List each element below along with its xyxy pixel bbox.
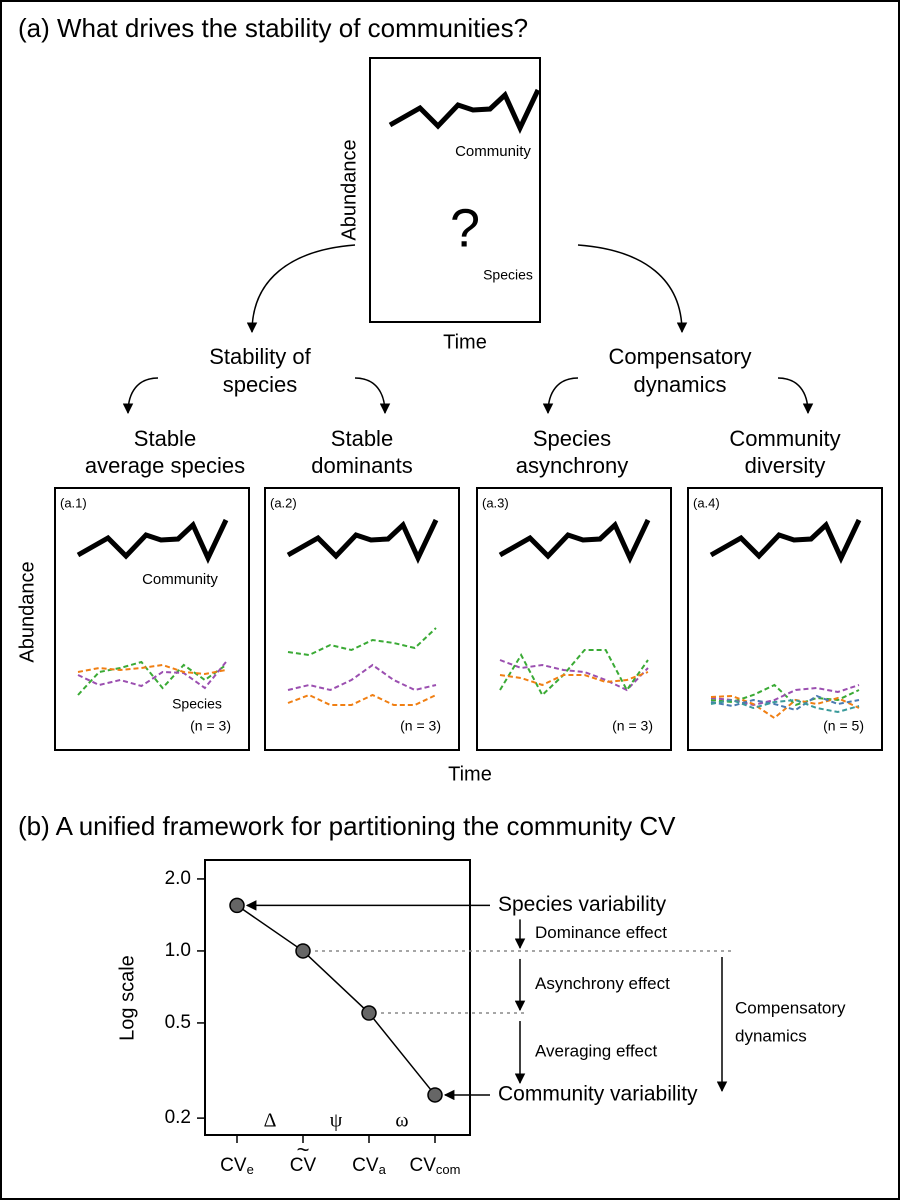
community-line xyxy=(388,88,541,134)
branch-label: dynamics xyxy=(634,372,727,397)
species-line xyxy=(710,694,860,720)
sub-branch-label: average species xyxy=(85,453,245,478)
y-label: Abundance xyxy=(338,139,360,240)
data-point xyxy=(229,897,245,914)
sub-branch-label: dominants xyxy=(311,453,413,478)
overview-box xyxy=(369,57,541,323)
x-label: Time xyxy=(448,763,492,785)
species-line xyxy=(77,663,227,676)
title-a: (a) What drives the stability of communi… xyxy=(18,13,528,43)
category-base: CV xyxy=(220,1155,247,1176)
species-count: (n = 3) xyxy=(612,718,653,734)
index-symbol: ω xyxy=(395,1110,408,1132)
panel-box xyxy=(264,487,460,751)
panel-tag: (a.3) xyxy=(482,495,509,510)
species-line xyxy=(499,649,649,697)
community-label: Community xyxy=(142,571,218,588)
species-count: (n = 3) xyxy=(400,718,441,734)
category-base: CV xyxy=(290,1155,317,1176)
category-base: CV xyxy=(352,1155,379,1176)
data-point xyxy=(295,943,311,959)
compensatory-label: dynamics xyxy=(735,1026,807,1045)
species-line xyxy=(499,671,649,687)
y-tick-label: 0.2 xyxy=(165,1107,191,1128)
index-symbol: Δ xyxy=(264,1110,277,1132)
plot-box xyxy=(204,859,471,1136)
species-count: (n = 3) xyxy=(190,718,231,734)
species-line xyxy=(287,693,437,706)
branch-label: Compensatory xyxy=(608,344,751,369)
branch-label: Stability of xyxy=(209,344,311,369)
effect-label: Dominance effect xyxy=(535,923,667,942)
community-line xyxy=(286,518,439,564)
species-line xyxy=(710,698,860,714)
panel-box xyxy=(54,487,250,751)
sub-branch-label: Community xyxy=(729,426,840,451)
x-label: Time xyxy=(443,331,487,353)
panel-box xyxy=(476,487,672,751)
community-label: Community xyxy=(455,143,531,160)
species-line xyxy=(77,661,227,690)
data-point xyxy=(361,1005,377,1021)
x-tick-label: CVe xyxy=(220,1155,254,1177)
category-subscript: a xyxy=(379,1162,387,1177)
species-line xyxy=(77,660,227,696)
species-label: Species xyxy=(172,696,222,712)
x-tick-label: CV xyxy=(290,1155,317,1176)
question-mark: ? xyxy=(450,198,480,258)
sub-branch-label: asynchrony xyxy=(516,453,629,478)
category-base: CV xyxy=(410,1155,437,1176)
category-accent: ~ xyxy=(297,1137,310,1162)
effect-label: Averaging effect xyxy=(535,1041,658,1060)
sub-branch-label: Stable xyxy=(134,426,196,451)
species-line xyxy=(287,663,437,692)
panel-tag: (a.4) xyxy=(693,495,720,510)
y-label: Abundance xyxy=(16,561,38,662)
effect-label: Asynchrony effect xyxy=(535,974,670,993)
data-point xyxy=(427,1087,443,1103)
x-tick-label: CVa xyxy=(352,1155,386,1177)
arrows xyxy=(122,244,814,415)
species-line xyxy=(499,659,649,692)
y-label: Log scale xyxy=(116,955,138,1041)
category-subscript: e xyxy=(247,1162,254,1177)
species-label: Species xyxy=(483,267,533,283)
species-line xyxy=(287,627,437,657)
data-line xyxy=(236,904,436,1096)
sub-branch-label: Species xyxy=(533,426,611,451)
y-tick-label: 1.0 xyxy=(165,940,191,961)
branch-label: species xyxy=(223,372,298,397)
panel-box xyxy=(687,487,883,751)
compensatory-label: Compensatory xyxy=(735,998,846,1017)
annotation: Community variability xyxy=(498,1082,698,1105)
panel-tag: (a.2) xyxy=(270,495,297,510)
y-tick-label: 0.5 xyxy=(165,1012,191,1033)
y-tick-label: 2.0 xyxy=(165,868,191,889)
panel-tag: (a.1) xyxy=(60,495,87,510)
x-tick-label: CVcom xyxy=(410,1155,461,1177)
index-symbol: ψ xyxy=(330,1110,343,1132)
community-line xyxy=(498,518,651,564)
sub-branch-label: diversity xyxy=(745,453,826,478)
category-subscript: com xyxy=(436,1162,461,1177)
species-count: (n = 5) xyxy=(823,718,864,734)
sub-branch-label: Stable xyxy=(331,426,393,451)
community-line xyxy=(709,518,862,564)
community-line xyxy=(76,518,229,564)
annotation: Species variability xyxy=(498,893,667,916)
species-line xyxy=(710,694,860,712)
title-b: (b) A unified framework for partitioning… xyxy=(18,811,676,841)
